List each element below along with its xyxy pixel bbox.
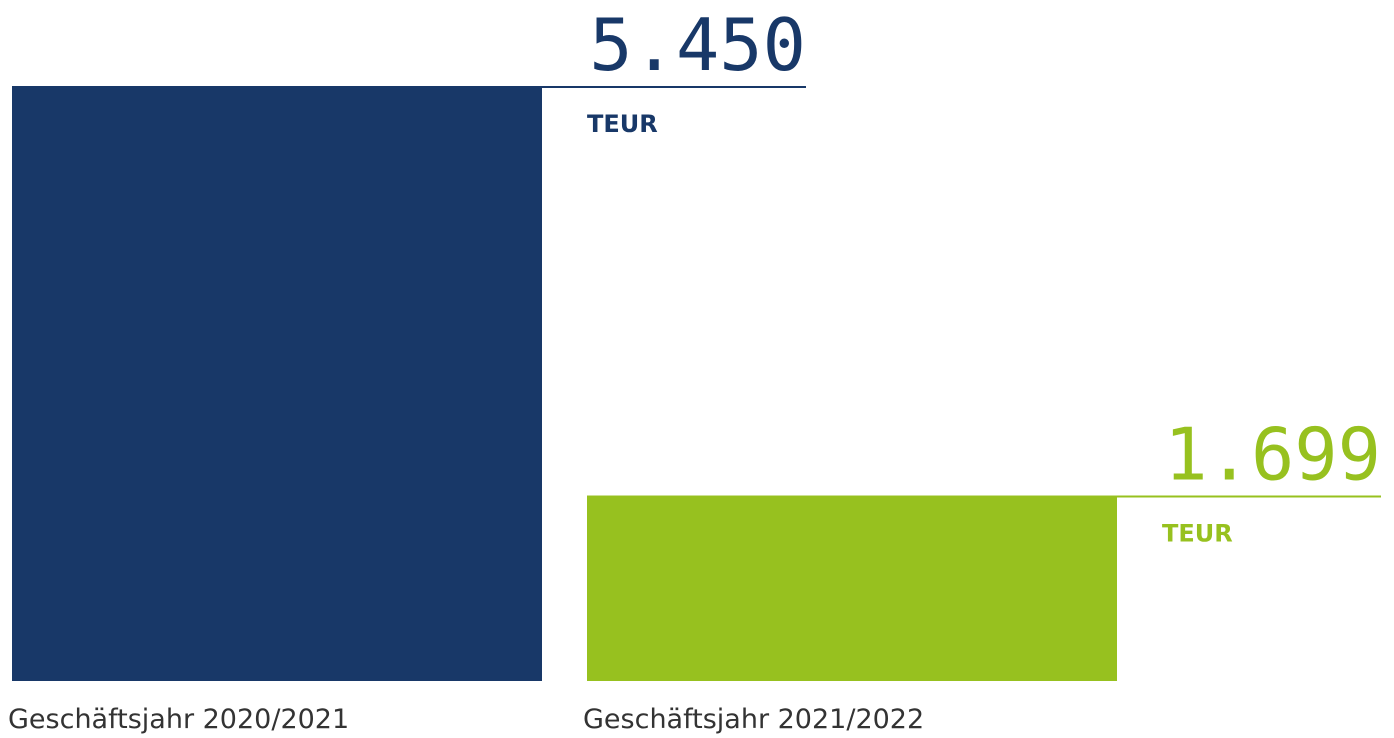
value-label: 1.699: [1164, 413, 1381, 497]
unit-label: TEUR: [587, 110, 658, 138]
category-label: Geschäftsjahr 2021/2022: [583, 704, 924, 735]
unit-label: TEUR: [1162, 520, 1233, 548]
value-label: 5.450: [589, 3, 806, 87]
bar: [12, 86, 542, 681]
category-label: Geschäftsjahr 2020/2021: [8, 704, 349, 735]
bar: [587, 495, 1117, 681]
